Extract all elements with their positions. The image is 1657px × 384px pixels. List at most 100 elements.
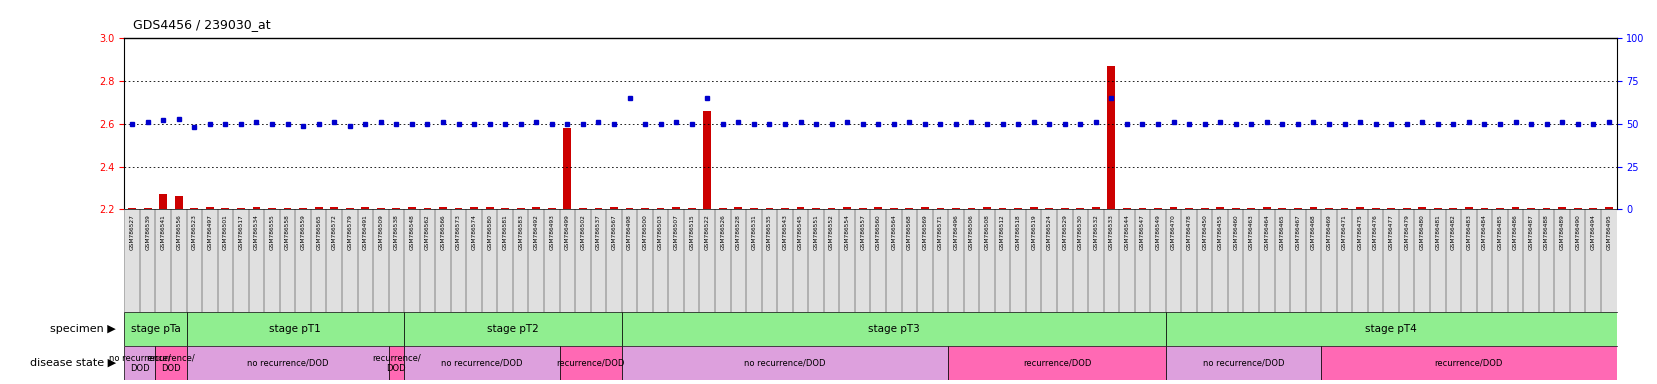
Text: GSM786471: GSM786471 [1341,214,1345,250]
Bar [948,346,1165,380]
Text: GSM786477: GSM786477 [1389,214,1394,250]
Bar [156,346,187,380]
Text: GSM786518: GSM786518 [1016,214,1021,250]
Bar [124,312,186,346]
Bar [1107,66,1115,209]
Text: GSM786541: GSM786541 [161,214,166,250]
Bar [1029,207,1037,209]
Bar [1558,207,1566,209]
Text: recurrence/DOD: recurrence/DOD [557,359,625,367]
Bar [237,208,245,209]
Text: GSM786557: GSM786557 [860,214,865,250]
Bar [222,208,229,209]
Bar [268,208,275,209]
Text: GSM786535: GSM786535 [767,214,772,250]
Bar [393,208,399,209]
Text: GSM786555: GSM786555 [270,214,275,250]
Bar [1185,208,1193,209]
Bar [968,208,974,209]
Text: GSM786498: GSM786498 [626,214,631,250]
Bar [641,208,648,209]
Bar [578,208,587,209]
Text: GSM786530: GSM786530 [1077,214,1082,250]
Bar [404,346,560,380]
Bar [423,208,431,209]
Bar [1263,207,1269,209]
Bar [780,208,789,209]
Bar [1465,207,1471,209]
Bar [703,111,711,209]
Text: GSM786464: GSM786464 [1264,214,1269,250]
Text: GSM786501: GSM786501 [222,214,227,250]
Text: GSM786526: GSM786526 [719,214,724,250]
Text: GSM786572: GSM786572 [331,214,336,250]
Text: GSM786565: GSM786565 [316,214,321,250]
Text: GSM786450: GSM786450 [1201,214,1206,250]
Text: GSM786560: GSM786560 [875,214,880,250]
Bar [621,346,948,380]
Text: GSM786559: GSM786559 [300,214,305,250]
Bar [1246,208,1254,209]
Text: GSM786533: GSM786533 [1109,214,1114,250]
Text: GSM786482: GSM786482 [1450,214,1455,250]
Text: GSM786468: GSM786468 [1311,214,1316,250]
Text: GDS4456 / 239030_at: GDS4456 / 239030_at [133,18,270,31]
Bar [827,208,835,209]
Bar [517,208,524,209]
Bar [1402,208,1410,209]
Bar [920,207,928,209]
Text: no recurrence/DOD: no recurrence/DOD [1201,359,1284,367]
Text: recurrence/
DOD: recurrence/ DOD [146,353,196,373]
Text: GSM786539: GSM786539 [146,214,151,250]
Bar [547,208,555,209]
Bar [1604,207,1612,209]
Text: GSM786515: GSM786515 [689,214,694,250]
Text: GSM786497: GSM786497 [207,214,212,250]
Bar [330,207,338,209]
Bar [1417,207,1425,209]
Text: GSM786508: GSM786508 [984,214,989,250]
Bar [905,208,913,209]
Text: GSM786496: GSM786496 [953,214,958,250]
Bar [843,207,850,209]
Text: no recurrence/DOD: no recurrence/DOD [247,359,328,367]
Text: GSM786558: GSM786558 [285,214,290,250]
Text: GSM786493: GSM786493 [548,214,553,250]
Bar [124,346,156,380]
Text: GSM786571: GSM786571 [938,214,943,250]
Text: GSM786485: GSM786485 [1496,214,1501,250]
Text: GSM786488: GSM786488 [1543,214,1548,250]
Text: GSM786551: GSM786551 [814,214,819,250]
Text: stage pT2: stage pT2 [487,324,539,334]
Text: GSM786499: GSM786499 [565,214,570,250]
Text: no recurrence/DOD: no recurrence/DOD [441,359,522,367]
Bar [205,207,214,209]
Text: GSM786479: GSM786479 [1403,214,1408,250]
Text: GSM786538: GSM786538 [394,214,399,250]
Text: GSM786543: GSM786543 [782,214,787,250]
Text: GSM786524: GSM786524 [1046,214,1051,250]
Bar [1341,208,1347,209]
Bar [1480,208,1488,209]
Bar [315,207,323,209]
Text: recurrence/
DOD: recurrence/ DOD [371,353,421,373]
Bar [404,312,621,346]
Bar [563,128,572,209]
Text: GSM786470: GSM786470 [1170,214,1175,250]
Text: GSM786522: GSM786522 [704,214,709,250]
Bar [656,208,664,209]
Text: GSM786491: GSM786491 [363,214,368,250]
Text: GSM786463: GSM786463 [1248,214,1253,250]
Bar [795,207,804,209]
Text: disease state ▶: disease state ▶ [30,358,116,368]
Text: GSM786583: GSM786583 [519,214,524,250]
Text: GSM786574: GSM786574 [471,214,476,250]
Text: GSM786481: GSM786481 [1435,214,1440,250]
Text: GSM786562: GSM786562 [424,214,429,250]
Text: specimen ▶: specimen ▶ [50,324,116,334]
Bar [625,208,633,209]
Text: GSM786567: GSM786567 [611,214,616,250]
Text: GSM786465: GSM786465 [1279,214,1284,250]
Text: GSM786487: GSM786487 [1528,214,1533,250]
Bar [1153,208,1162,209]
